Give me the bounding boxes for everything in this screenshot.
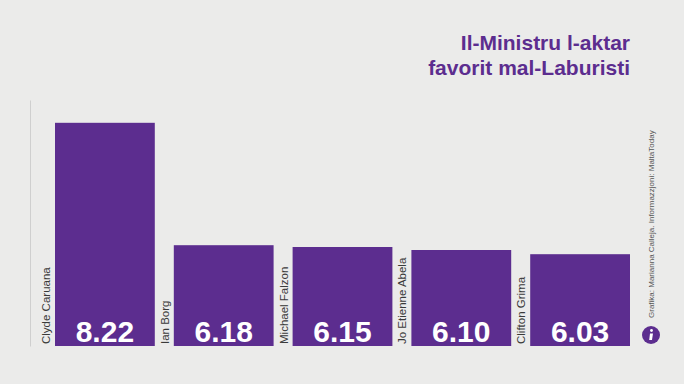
category-label: Michael Falzon <box>278 267 290 344</box>
info-icon-stem <box>649 334 653 341</box>
title: Il-Ministru l-aktarfavorit mal-Laburisti <box>428 31 630 79</box>
info-icon-dot <box>650 329 653 332</box>
credit: Grafika: Marianna Calleja. Informazzjoni… <box>647 130 656 318</box>
y-axis <box>30 101 31 347</box>
data-label: 6.18 <box>195 315 253 348</box>
bars <box>55 123 630 346</box>
chart: Clyde Caruana Ian Borg Michael Falzon Jo Et… <box>0 0 684 384</box>
category-label: Clifton Grima <box>515 276 527 344</box>
data-label: 6.15 <box>313 315 371 348</box>
data-label: 6.03 <box>551 315 609 348</box>
y-axis-line <box>30 101 31 347</box>
category-label: Clyde Caruana <box>40 267 52 344</box>
data-label: 8.22 <box>76 315 134 348</box>
category-label: Jo Etienne Abela <box>396 257 408 344</box>
data-label: 6.10 <box>432 315 490 348</box>
data-labels: 8.22 6.18 6.15 6.10 6.03 <box>76 315 610 348</box>
info-icon <box>642 326 660 344</box>
category-label: Ian Borg <box>159 301 171 344</box>
info-icon-circle <box>642 326 660 344</box>
background <box>0 0 684 384</box>
bar <box>55 123 155 346</box>
